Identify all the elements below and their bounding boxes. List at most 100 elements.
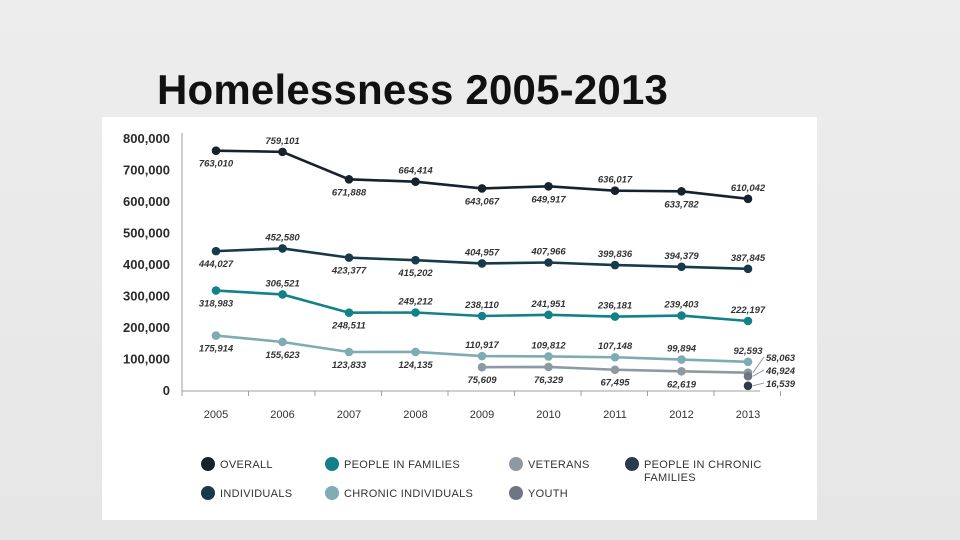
data-label: 16,539: [766, 379, 796, 390]
data-point: [411, 177, 420, 187]
data-label: 46,924: [765, 366, 796, 377]
data-label: 404,957: [464, 247, 500, 258]
data-point: [477, 184, 487, 193]
data-label: 248,511: [331, 321, 366, 332]
y-tick-label: 100,000: [123, 352, 170, 367]
data-label: 387,845: [731, 253, 766, 264]
data-point: [743, 194, 753, 204]
data-point: [278, 244, 287, 253]
data-label: 75,609: [467, 375, 497, 386]
data-label: 110,917: [465, 340, 499, 351]
data-label: 763,010: [199, 159, 234, 170]
data-point: [211, 146, 221, 155]
y-tick-label: 600,000: [123, 194, 170, 209]
data-point: [411, 347, 420, 357]
data-point: [743, 264, 753, 274]
legend-marker: [325, 486, 339, 500]
y-tick-label: 400,000: [123, 257, 170, 272]
data-point: [544, 352, 553, 361]
data-label: 241,951: [530, 299, 565, 310]
legend-label: PEOPLE IN FAMILIES: [344, 459, 460, 471]
data-point: [211, 246, 221, 256]
data-label: 407,966: [530, 246, 566, 257]
y-tick-label: 500,000: [123, 226, 170, 241]
data-point: [677, 366, 686, 376]
data-label: 399,836: [598, 249, 633, 260]
legend-marker: [201, 457, 215, 471]
legend-marker: [509, 486, 523, 500]
data-point: [344, 175, 354, 184]
legend-label: OVERALL: [220, 459, 273, 471]
data-label: 109,812: [531, 340, 566, 351]
data-label: 649,917: [531, 194, 566, 205]
data-label: 239,403: [663, 300, 699, 311]
data-label: 610,042: [731, 183, 766, 194]
data-point: [677, 262, 686, 272]
data-point: [344, 347, 354, 357]
legend-marker: [325, 457, 339, 471]
data-label: 423,377: [331, 266, 367, 277]
data-point: [344, 308, 354, 318]
legend-label: YOUTH: [528, 488, 568, 500]
y-tick-label: 0: [163, 383, 170, 398]
data-label: 99,894: [667, 344, 697, 355]
callout-line: [752, 356, 765, 373]
x-tick-label: 2008: [403, 409, 427, 421]
y-tick-label: 200,000: [123, 320, 170, 335]
slide-title: Homelessness 2005-2013: [157, 66, 669, 113]
data-point: [610, 312, 620, 321]
data-label: 664,414: [398, 166, 433, 177]
data-point: [278, 147, 287, 157]
legend-marker: [201, 486, 215, 500]
line-chart: 0 100,000 200,000 300,000 400,000 500,000 600,…: [123, 131, 796, 500]
data-point: [211, 331, 221, 340]
data-label: 636,017: [598, 175, 633, 186]
data-label: 107,148: [598, 341, 633, 352]
data-label: 67,495: [600, 378, 630, 389]
data-point: [278, 290, 287, 299]
data-point: [411, 255, 420, 265]
legend-label: CHRONIC INDIVIDUALS: [344, 488, 473, 500]
x-tick-label: 2009: [470, 409, 494, 421]
x-tick-label: 2010: [536, 409, 560, 421]
data-label: 671,888: [332, 187, 367, 198]
data-label: 175,914: [199, 344, 234, 355]
data-label: 76,329: [534, 375, 564, 386]
data-label: 249,212: [397, 296, 433, 307]
callout-line: [752, 369, 765, 377]
data-label: 92,593: [733, 346, 763, 357]
data-label: 452,580: [264, 232, 300, 243]
data-label: 306,521: [265, 278, 299, 289]
data-point: [278, 337, 287, 347]
data-point: [477, 351, 487, 361]
x-tick-label: 2011: [603, 409, 627, 421]
data-point: [544, 362, 553, 372]
x-tick-label: 2006: [270, 409, 294, 421]
data-point: [477, 311, 487, 321]
legend-marker: [509, 457, 523, 471]
legend-label: PEOPLE IN CHRONIC: [644, 459, 762, 471]
data-point: [610, 352, 620, 362]
data-label: 155,623: [265, 350, 300, 361]
y-tick-label: 700,000: [123, 163, 170, 178]
data-point: [743, 316, 753, 326]
legend-marker: [625, 457, 639, 471]
data-label: 58,063: [766, 353, 796, 364]
data-point: [477, 259, 487, 268]
x-tick-label: 2013: [736, 409, 760, 421]
y-tick-label: 300,000: [123, 289, 170, 304]
data-point: [610, 365, 620, 375]
legend-label: VETERANS: [528, 459, 590, 471]
x-tick-label: 2012: [669, 409, 693, 421]
data-label: 394,379: [664, 251, 699, 262]
callout-line: [752, 382, 765, 387]
legend-label: INDIVIDUALS: [220, 488, 292, 500]
legend-label: FAMILIES: [644, 472, 696, 484]
data-label: 633,782: [664, 199, 699, 210]
data-point: [477, 362, 487, 372]
data-label: 444,027: [198, 259, 234, 270]
y-tick-label: 800,000: [123, 131, 170, 146]
data-label: 222,197: [730, 305, 766, 316]
x-tick-label: 2005: [204, 409, 228, 421]
data-point: [211, 286, 221, 295]
